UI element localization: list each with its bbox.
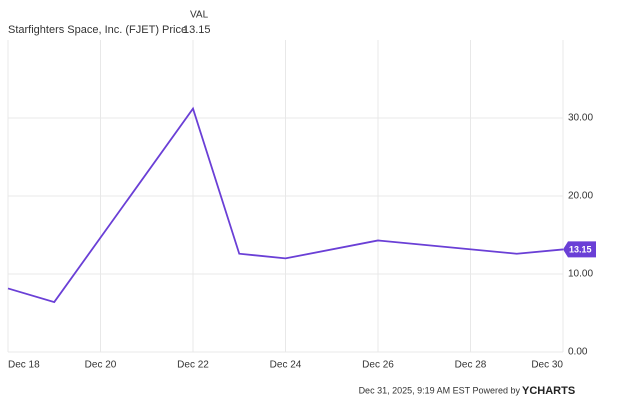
- x-tick-label: Dec 24: [270, 360, 302, 371]
- line-series: [7, 106, 564, 304]
- brand-logo: YCHARTS: [522, 385, 575, 397]
- legend-header: VAL: [190, 10, 209, 21]
- footer: Dec 31, 2025, 9:19 AM EST Powered by: [359, 385, 521, 395]
- x-tick-label: Dec 28: [455, 360, 487, 371]
- legend-entry: Starfighters Space, Inc. (FJET) Price: [8, 24, 187, 36]
- x-tick-label: Dec 22: [177, 360, 209, 371]
- legend-value: 13.15: [183, 24, 211, 36]
- last-value-tag: [563, 241, 596, 258]
- x-tick-label: Dec 26: [362, 360, 394, 371]
- x-tick-label: Dec 30: [531, 360, 563, 371]
- last-value-label: 13.15: [569, 244, 592, 254]
- y-tick-label: 0.00: [568, 347, 588, 358]
- y-tick-label: 20.00: [568, 191, 593, 202]
- x-tick-label: Dec 18: [8, 360, 40, 371]
- y-tick-label: 30.00: [568, 113, 593, 124]
- x-tick-label: Dec 20: [85, 360, 117, 371]
- y-tick-label: 10.00: [568, 269, 593, 280]
